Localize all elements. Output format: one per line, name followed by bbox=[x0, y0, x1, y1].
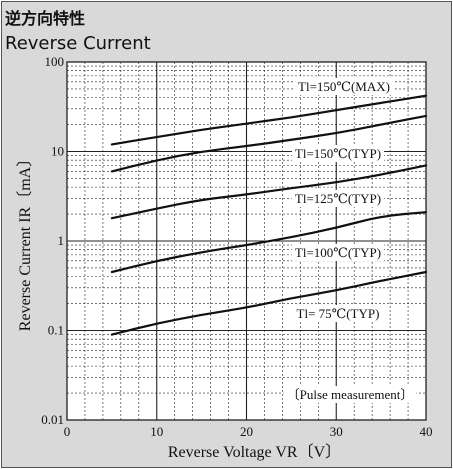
series-line bbox=[110, 270, 428, 336]
y-tick-label: 0.01 bbox=[41, 412, 64, 427]
y-tick-label: 1 bbox=[58, 233, 65, 248]
series-label-text: Tl= 75℃(TYP) bbox=[297, 306, 380, 321]
annotation-text: 〔Pulse measurement〕 bbox=[287, 387, 414, 402]
series-line bbox=[110, 164, 428, 220]
chart-title-japanese: 逆方向特性 bbox=[5, 9, 86, 28]
x-tick-label: 0 bbox=[64, 424, 71, 439]
series-label: Tl=150℃(TYP) bbox=[291, 145, 385, 162]
x-tick-label: 10 bbox=[150, 424, 163, 439]
series-label-text: Tl=150℃(MAX) bbox=[298, 79, 390, 94]
x-tick-label: 20 bbox=[240, 424, 253, 439]
y-tick-label: 100 bbox=[45, 54, 65, 69]
grid bbox=[67, 62, 426, 420]
series-label-text: Tl=100℃(TYP) bbox=[295, 245, 381, 260]
pulse-measurement-note: 〔Pulse measurement〕 bbox=[283, 386, 417, 403]
y-tick-label: 10 bbox=[51, 144, 64, 159]
x-tick-label: 40 bbox=[420, 424, 433, 439]
series-label: Tl=100℃(TYP) bbox=[291, 244, 385, 261]
series-label-text: Tl=150℃(TYP) bbox=[295, 146, 381, 161]
series-label: Tl=125℃(TYP) bbox=[291, 190, 385, 207]
x-axis-label: Reverse Voltage VR〔V〕 bbox=[168, 443, 341, 461]
series-lines bbox=[110, 94, 428, 336]
chart-title: Reverse Current bbox=[5, 33, 151, 54]
series-line bbox=[110, 94, 428, 146]
series-label-text: Tl=125℃(TYP) bbox=[295, 191, 381, 206]
tick-labels: 0 10 20 30 40 0.01 0.1 1 10 100 bbox=[41, 54, 432, 439]
series-label: Tl=150℃(MAX) bbox=[295, 78, 393, 95]
series-label: Tl= 75℃(TYP) bbox=[293, 305, 383, 322]
x-tick-label: 30 bbox=[330, 424, 343, 439]
y-axis-label: Reverse Current IR〔mA〕 bbox=[16, 151, 34, 331]
y-tick-label: 0.1 bbox=[48, 323, 64, 338]
series-line bbox=[110, 114, 428, 173]
series-line bbox=[110, 211, 428, 274]
series-labels: Tl=150℃(MAX) Tl=150℃(TYP) Tl=125℃(TYP) Tl=1… bbox=[291, 78, 393, 322]
